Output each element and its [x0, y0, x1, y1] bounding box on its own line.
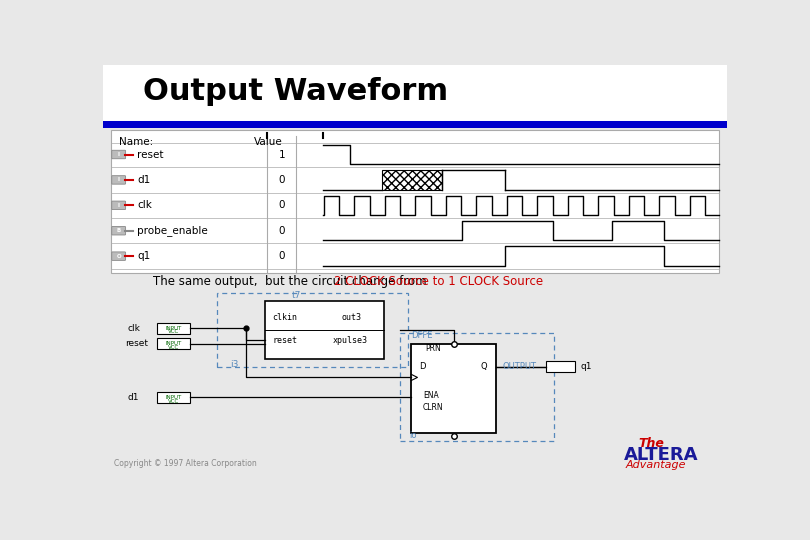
Bar [411, 345, 496, 433]
Text: d1: d1 [128, 393, 139, 402]
Text: O: O [117, 254, 121, 259]
FancyBboxPatch shape [112, 201, 126, 210]
Text: Output Waveform: Output Waveform [143, 77, 449, 106]
Text: out3: out3 [342, 313, 362, 322]
Text: 0: 0 [279, 251, 285, 261]
Bar [217, 293, 408, 367]
Bar [104, 65, 727, 123]
Text: Copyright © 1997 Altera Corporation: Copyright © 1997 Altera Corporation [114, 459, 257, 468]
Text: 2 CLOCK Source to 1 CLOCK Source: 2 CLOCK Source to 1 CLOCK Source [334, 275, 543, 288]
Text: Name:: Name: [119, 137, 153, 147]
Text: DFFE: DFFE [411, 330, 433, 340]
FancyBboxPatch shape [112, 150, 126, 159]
Text: VCC: VCC [168, 329, 179, 334]
Text: q1: q1 [581, 362, 592, 371]
Text: t7: t7 [292, 291, 301, 300]
Bar [382, 170, 441, 190]
Text: Q: Q [480, 362, 487, 371]
Text: q1: q1 [137, 251, 151, 261]
Text: Value: Value [254, 137, 282, 147]
Text: VCC: VCC [168, 399, 179, 404]
Text: ALTERA: ALTERA [625, 446, 699, 464]
Text: INPUT: INPUT [165, 341, 181, 346]
Text: OUTPUT: OUTPUT [502, 362, 536, 371]
Text: probe_enable: probe_enable [137, 225, 208, 236]
Text: CLRN: CLRN [423, 403, 443, 412]
Text: 0: 0 [279, 200, 285, 210]
Text: Advantage: Advantage [626, 460, 686, 470]
Text: clk: clk [128, 323, 141, 333]
Text: I: I [117, 178, 120, 183]
Text: io: io [410, 431, 417, 441]
FancyBboxPatch shape [112, 226, 126, 235]
Text: PRN: PRN [425, 345, 441, 354]
Text: 1: 1 [279, 150, 285, 159]
Text: d1: d1 [137, 175, 151, 185]
Text: 0: 0 [279, 175, 285, 185]
Bar [104, 121, 727, 128]
Text: 0: 0 [279, 226, 285, 236]
Text: reset: reset [125, 339, 148, 348]
Text: VCC: VCC [168, 345, 179, 350]
Text: i3: i3 [230, 360, 239, 369]
Text: reset: reset [273, 336, 298, 346]
Text: I: I [117, 203, 120, 208]
Bar [157, 323, 190, 334]
FancyBboxPatch shape [112, 176, 126, 184]
Text: INPUT: INPUT [165, 326, 181, 330]
Bar [111, 130, 719, 273]
Text: B: B [117, 228, 121, 233]
Text: INPUT: INPUT [165, 395, 181, 400]
Text: clk: clk [137, 200, 152, 210]
Bar [399, 333, 554, 441]
Text: I: I [117, 152, 120, 157]
Text: D: D [419, 362, 425, 371]
Text: The: The [638, 437, 664, 450]
Bar [265, 301, 384, 359]
Bar [546, 361, 575, 372]
Text: clkin: clkin [273, 313, 298, 322]
Bar [157, 392, 190, 403]
FancyBboxPatch shape [112, 252, 126, 260]
Text: xpulse3: xpulse3 [333, 336, 368, 346]
Text: ENA: ENA [423, 392, 438, 400]
Text: reset: reset [137, 150, 164, 159]
Text: The same output,  but the circuit change from: The same output, but the circuit change … [153, 275, 431, 288]
Bar [157, 338, 190, 349]
